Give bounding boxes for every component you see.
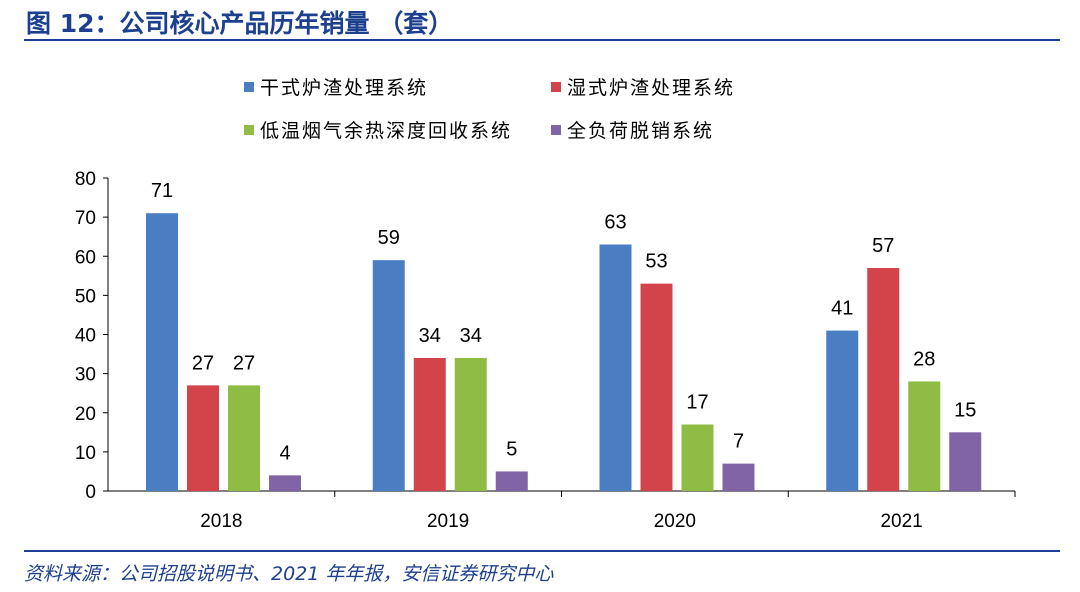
x-tick-label: 2019 bbox=[427, 511, 469, 532]
bar bbox=[187, 385, 219, 491]
data-label: 41 bbox=[831, 298, 853, 320]
y-tick-label: 10 bbox=[75, 443, 96, 464]
bar bbox=[640, 283, 673, 491]
y-tick-label: 80 bbox=[75, 169, 96, 190]
legend-swatch bbox=[244, 81, 254, 92]
x-tick-label: 2020 bbox=[654, 511, 696, 532]
y-tick-label: 30 bbox=[75, 365, 96, 386]
data-label: 15 bbox=[954, 399, 976, 421]
data-label: 71 bbox=[151, 180, 173, 202]
y-tick-label: 60 bbox=[75, 247, 96, 268]
bar bbox=[228, 385, 260, 491]
y-tick-label: 0 bbox=[85, 482, 96, 503]
bar bbox=[413, 357, 446, 491]
legend-label: 低温烟气余热深度回收系统 bbox=[260, 120, 513, 142]
bar bbox=[454, 357, 487, 491]
source-rule bbox=[24, 550, 1060, 552]
data-label: 34 bbox=[460, 325, 482, 347]
bar bbox=[681, 424, 714, 491]
legend-item-full-load: 全负荷脱销系统 bbox=[551, 116, 714, 143]
bar bbox=[599, 244, 632, 491]
bar bbox=[722, 463, 755, 491]
data-label: 5 bbox=[506, 438, 517, 460]
y-tick-label: 20 bbox=[75, 404, 96, 425]
data-label: 7 bbox=[733, 431, 744, 453]
legend-item-dry-slag: 干式炉渣处理系统 bbox=[244, 73, 428, 100]
legend-item-heat-recovery: 低温烟气余热深度回收系统 bbox=[244, 116, 512, 143]
bar bbox=[949, 432, 982, 491]
title-rule bbox=[24, 39, 1060, 41]
data-label: 28 bbox=[913, 348, 935, 370]
data-label: 27 bbox=[192, 352, 214, 374]
data-label: 27 bbox=[233, 352, 255, 374]
legend-item-wet-slag: 湿式炉渣处理系统 bbox=[551, 73, 735, 100]
x-tick-label: 2018 bbox=[200, 511, 242, 532]
bar bbox=[495, 471, 528, 491]
legend-label: 全负荷脱销系统 bbox=[567, 120, 715, 142]
bar bbox=[146, 213, 178, 491]
data-label: 57 bbox=[872, 235, 894, 257]
bar bbox=[269, 475, 301, 491]
data-label: 53 bbox=[645, 251, 667, 273]
data-label: 17 bbox=[686, 391, 708, 413]
legend-swatch bbox=[551, 124, 561, 135]
data-label: 4 bbox=[279, 442, 290, 464]
data-label: 63 bbox=[604, 212, 626, 234]
figure-title: 图 12：公司核心产品历年销量 （套） bbox=[26, 9, 454, 38]
y-tick-label: 50 bbox=[75, 286, 96, 307]
legend-label: 干式炉渣处理系统 bbox=[260, 77, 429, 99]
bar bbox=[372, 260, 405, 491]
legend-swatch bbox=[244, 124, 254, 135]
x-tick-label: 2021 bbox=[880, 511, 922, 532]
y-tick-label: 70 bbox=[75, 208, 96, 229]
source-note: 资料来源：公司招股说明书、2021 年年报，安信证券研究中心 bbox=[24, 563, 554, 585]
data-label: 34 bbox=[419, 325, 441, 347]
data-label: 59 bbox=[378, 227, 400, 249]
bar bbox=[867, 267, 900, 491]
bar bbox=[908, 381, 941, 491]
legend-label: 湿式炉渣处理系统 bbox=[567, 77, 736, 99]
bar bbox=[826, 330, 859, 491]
y-tick-label: 40 bbox=[75, 326, 96, 347]
legend-swatch bbox=[551, 81, 561, 92]
